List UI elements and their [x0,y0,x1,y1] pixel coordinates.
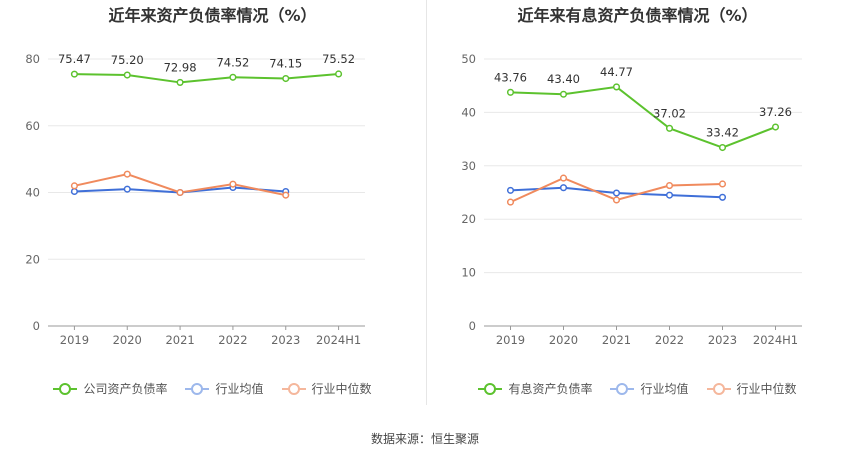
data-point[interactable] [176,188,184,197]
data-label: 74.52 [216,55,249,69]
legend-label: 有息资产负债率 [508,382,593,396]
data-point[interactable] [506,88,515,96]
y-tick-label: 40 [25,186,40,200]
data-point[interactable] [506,198,515,206]
data-point[interactable] [123,170,131,178]
legend-item-industry-mean[interactable]: 行业均值 [610,380,689,397]
line-chart-debt-ratio: 0 20 40 60 80 2019 2020 2021 2022 2023 2024H1 75.47… [25,52,365,347]
data-label: 37.26 [759,105,792,119]
data-point[interactable] [70,182,78,190]
y-tick-label: 80 [25,52,40,66]
legend-item-industry-median[interactable]: 行业中位数 [281,380,372,397]
data-point[interactable] [771,123,780,131]
data-point[interactable] [70,187,78,196]
data-point[interactable] [229,180,237,188]
data-point[interactable] [665,124,674,132]
data-point[interactable] [559,90,568,98]
x-tick-label: 2019 [496,333,525,347]
data-point[interactable] [665,191,674,199]
data-point[interactable] [229,73,237,81]
line-chart-interest-bearing-debt-ratio: 0 10 20 30 40 50 2019 2020 2021 2022 2023 2024H1 43.… [461,52,802,347]
data-label: 33.42 [706,126,739,140]
x-tick-label: 2023 [708,333,737,347]
data-point[interactable] [70,70,78,78]
data-label: 75.47 [58,52,91,66]
panel-divider [426,0,427,405]
y-tick-label: 40 [461,105,476,119]
x-tick-label: 2023 [271,333,300,347]
data-point[interactable] [559,184,568,192]
y-tick-label: 20 [25,252,40,266]
series-line [74,72,339,84]
legend-label: 行业中位数 [736,382,797,396]
y-tick-label: 0 [33,319,40,333]
data-point[interactable] [282,191,290,199]
y-tick-label: 10 [461,266,476,280]
x-tick-label: 2022 [218,333,247,347]
y-tick-label: 50 [461,52,476,66]
chart-title: 近年来有息资产负债率情况（%） [517,6,758,25]
legend-label: 公司资产负债率 [83,382,168,396]
data-label: 44.77 [600,65,633,79]
data-label: 43.76 [494,70,527,84]
legend-swatch-company [478,382,503,395]
y-tick-label: 60 [25,119,40,133]
data-label: 74.15 [269,57,302,71]
legend-swatch-industry-median [706,382,731,395]
x-tick-label: 2022 [655,333,684,347]
data-source: 数据来源：恒生聚源 [370,432,479,446]
data-point[interactable] [612,189,621,197]
chart-title: 近年来资产负债率情况（%） [108,6,317,25]
data-point[interactable] [718,193,727,201]
data-point[interactable] [612,196,621,204]
legend-item-industry-mean[interactable]: 行业均值 [185,380,264,397]
legend-swatch-industry-median [281,382,306,395]
y-tick-label: 0 [469,319,476,333]
x-tick-label: 2020 [549,333,578,347]
y-tick-label: 30 [461,159,476,173]
legend-swatch-company [53,382,78,395]
x-tick-label: 2019 [60,333,89,347]
data-point[interactable] [123,71,131,79]
x-tick-label: 2024H1 [316,333,361,347]
legend-swatch-industry-mean [610,382,635,395]
data-point[interactable] [176,78,184,86]
legend-label: 行业中位数 [311,382,372,396]
x-tick-label: 2021 [602,333,631,347]
legend: 公司资产负债率 行业均值 行业中位数 [0,380,425,397]
data-point[interactable] [718,143,727,152]
data-label: 75.20 [111,53,144,67]
data-label: 75.52 [322,52,355,66]
y-tick-label: 20 [461,212,476,226]
data-point[interactable] [282,74,290,83]
data-point[interactable] [612,83,621,91]
x-tick-label: 2024H1 [753,333,798,347]
data-point[interactable] [123,185,131,193]
legend-item-company[interactable]: 公司资产负债率 [53,380,167,397]
legend-item-company[interactable]: 有息资产负债率 [478,380,592,397]
data-label: 43.40 [547,72,580,86]
data-point[interactable] [335,70,343,78]
data-point[interactable] [718,180,727,188]
legend-label: 行业均值 [640,382,689,396]
data-point[interactable] [665,182,674,190]
chart-panel-interest-bearing-debt-ratio: 近年来有息资产负债率情况（%） 0 10 20 30 40 50 2019 2020 2021 2… [425,0,850,405]
legend-item-industry-median[interactable]: 行业中位数 [706,380,797,397]
data-point[interactable] [559,174,568,182]
data-label: 37.02 [653,106,686,120]
data-point[interactable] [506,186,515,194]
data-label: 72.98 [164,60,197,74]
legend-swatch-industry-mean [185,382,210,395]
legend-label: 行业均值 [215,382,264,396]
x-tick-label: 2021 [165,333,194,347]
x-tick-label: 2020 [113,333,142,347]
legend: 有息资产负债率 行业均值 行业中位数 [425,380,850,397]
series-line [510,85,776,149]
chart-panel-debt-ratio: 近年来资产负债率情况（%） 0 20 40 60 80 2019 2020 2021 2022 2… [0,0,425,405]
